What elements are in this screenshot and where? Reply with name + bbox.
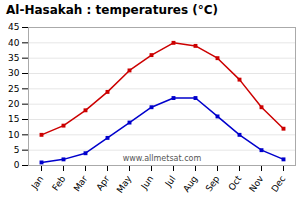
svg-text:www.allmetsat.com: www.allmetsat.com <box>123 154 202 163</box>
svg-text:Jan: Jan <box>29 174 46 192</box>
svg-text:Nov: Nov <box>247 173 266 194</box>
svg-text:30: 30 <box>8 68 20 78</box>
svg-text:Mar: Mar <box>72 174 90 194</box>
svg-text:15: 15 <box>8 114 19 124</box>
svg-text:Apr: Apr <box>94 174 111 193</box>
svg-text:5: 5 <box>14 145 20 155</box>
svg-text:35: 35 <box>8 53 19 63</box>
svg-text:Oct: Oct <box>226 173 243 192</box>
svg-text:Sep: Sep <box>204 174 222 194</box>
svg-text:40: 40 <box>8 38 20 48</box>
svg-text:Feb: Feb <box>50 174 67 193</box>
html-text:Al-Hasakah : temperatures (°C): Al-Hasakah : temperatures (°C) <box>6 3 219 17</box>
svg-text:May: May <box>115 173 134 195</box>
svg-text:Jul: Jul <box>163 174 178 189</box>
svg-text:20: 20 <box>8 99 20 109</box>
svg-text:10: 10 <box>8 130 20 140</box>
svg-text:Aug: Aug <box>181 174 199 194</box>
svg-text:Jun: Jun <box>139 174 156 192</box>
svg-text:45: 45 <box>8 22 19 32</box>
svg-text:25: 25 <box>8 84 19 94</box>
svg-text:Dec: Dec <box>269 174 287 194</box>
svg-text:0: 0 <box>14 160 20 170</box>
